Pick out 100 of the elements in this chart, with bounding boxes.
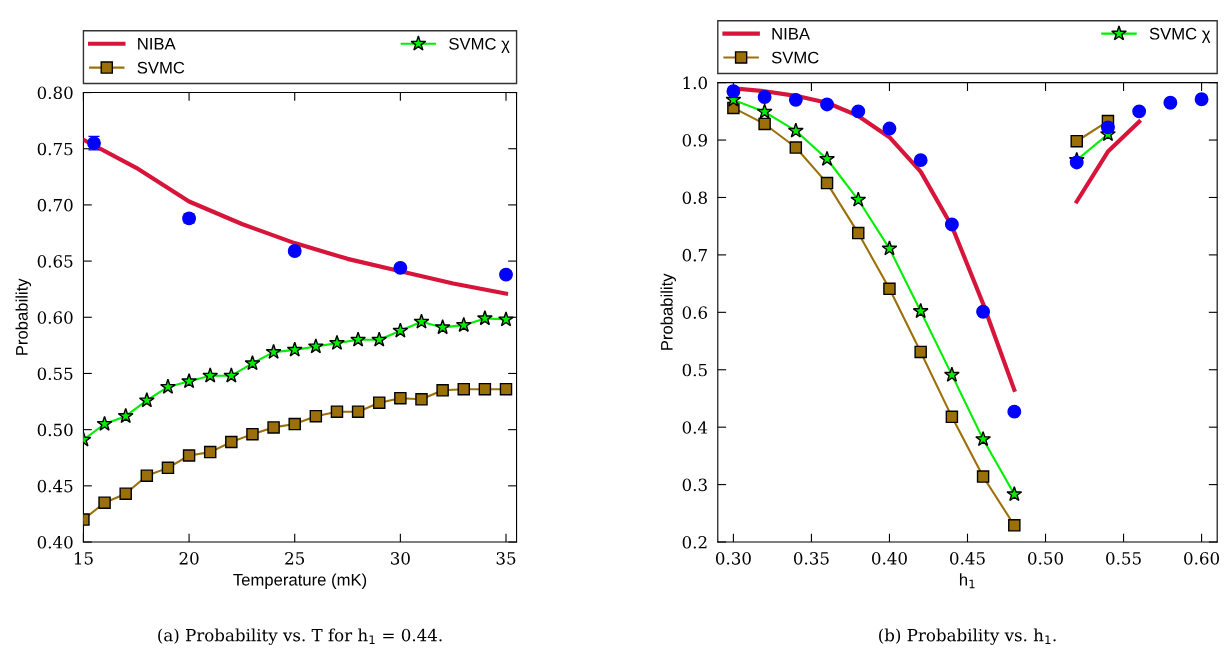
point [478, 382, 492, 396]
text: (a) Probability vs. T for h$_{1}$ = 0.44. [158, 628, 442, 645]
point [371, 331, 388, 347]
x-tick-label: 0.30 [715, 552, 751, 565]
x-tick-label: 25 [285, 552, 305, 565]
y-tick-label: 0.75 [37, 142, 73, 156]
point [434, 319, 451, 335]
point [476, 310, 493, 326]
x-tick-label: 0.55 [1106, 552, 1141, 565]
point [1100, 120, 1115, 135]
y-tick-label: 0.80 [37, 86, 73, 100]
point [757, 90, 772, 104]
x-tick-label: 30 [391, 552, 410, 565]
point [883, 282, 896, 296]
point [138, 392, 155, 408]
y-tick-label: 0.7 [682, 248, 707, 262]
point [820, 97, 834, 112]
point [944, 217, 959, 232]
point [267, 421, 280, 434]
y-tick-label: 0.50 [37, 423, 73, 437]
point [1006, 486, 1023, 502]
point [499, 267, 513, 282]
point [203, 445, 217, 459]
point [350, 331, 367, 347]
point [1008, 519, 1021, 532]
point [976, 470, 990, 483]
point [850, 191, 867, 207]
x-tick-label: 0.45 [950, 552, 985, 565]
point [181, 372, 198, 389]
legend-label: SVMC χ [449, 37, 510, 54]
point [498, 311, 514, 327]
point [756, 103, 773, 119]
y-tick-label: 0.4 [682, 421, 708, 434]
point [182, 449, 196, 462]
y-tick-label: 0.8 [682, 191, 707, 205]
point [788, 92, 803, 107]
point [455, 316, 472, 333]
point [246, 427, 259, 441]
x-tick-label: 0.50 [1028, 552, 1063, 565]
point [394, 391, 407, 405]
y-tick-label: 0.5 [682, 363, 707, 377]
line-series [83, 137, 509, 296]
point [975, 430, 992, 447]
point [140, 469, 154, 482]
point [1163, 95, 1178, 110]
y-tick-label: 0.60 [37, 311, 73, 324]
x-tick-label: 15 [74, 552, 93, 565]
point [117, 407, 134, 424]
point [1007, 404, 1022, 419]
y-tick-label: 0.45 [37, 479, 73, 493]
point [914, 345, 927, 359]
point [882, 121, 897, 136]
point [96, 415, 113, 431]
point [945, 410, 959, 424]
point [98, 496, 111, 509]
point [851, 104, 866, 119]
y-tick-label: 0.65 [37, 255, 73, 268]
point [726, 84, 741, 99]
y-tick-label: 0.9 [682, 134, 707, 147]
point [329, 334, 345, 350]
y-axis-title: Probability [660, 273, 677, 350]
y-tick-label: 0.6 [682, 306, 708, 319]
y-tick-label: 0.40 [37, 535, 73, 549]
x-tick-label: 0.35 [793, 552, 829, 565]
x-tick-label: 20 [179, 552, 199, 565]
point [413, 313, 430, 329]
point [161, 461, 175, 475]
point [1194, 92, 1209, 107]
y-tick-label: 0.2 [682, 535, 707, 549]
point [415, 393, 428, 406]
y-tick-label: 1.0 [683, 76, 707, 90]
legend-label: SVMC [771, 51, 819, 64]
point [286, 341, 303, 357]
x-tick-label: 0.60 [1184, 552, 1220, 565]
point [789, 141, 803, 154]
point [244, 355, 261, 371]
point [372, 396, 386, 409]
x-tick-label: 0.40 [872, 552, 907, 565]
point [287, 244, 302, 258]
point [820, 176, 834, 190]
point [943, 366, 960, 382]
legend-label: SVMC [137, 61, 185, 74]
point [436, 384, 449, 397]
point [392, 322, 409, 338]
point [881, 240, 898, 256]
legend-label: NIBA [772, 27, 810, 40]
point [912, 302, 929, 319]
point [351, 405, 365, 418]
point [1132, 104, 1147, 119]
legend-label: SVMC χ [1149, 27, 1211, 43]
point [159, 378, 176, 394]
point [330, 405, 344, 418]
point [265, 343, 282, 359]
point [851, 226, 865, 240]
point [288, 417, 301, 431]
y-tick-label: 0.55 [37, 367, 73, 381]
point [202, 367, 219, 383]
text: (b) Probability vs. h$_{1}$. [879, 628, 1056, 645]
point [1070, 134, 1083, 148]
point [758, 117, 771, 131]
